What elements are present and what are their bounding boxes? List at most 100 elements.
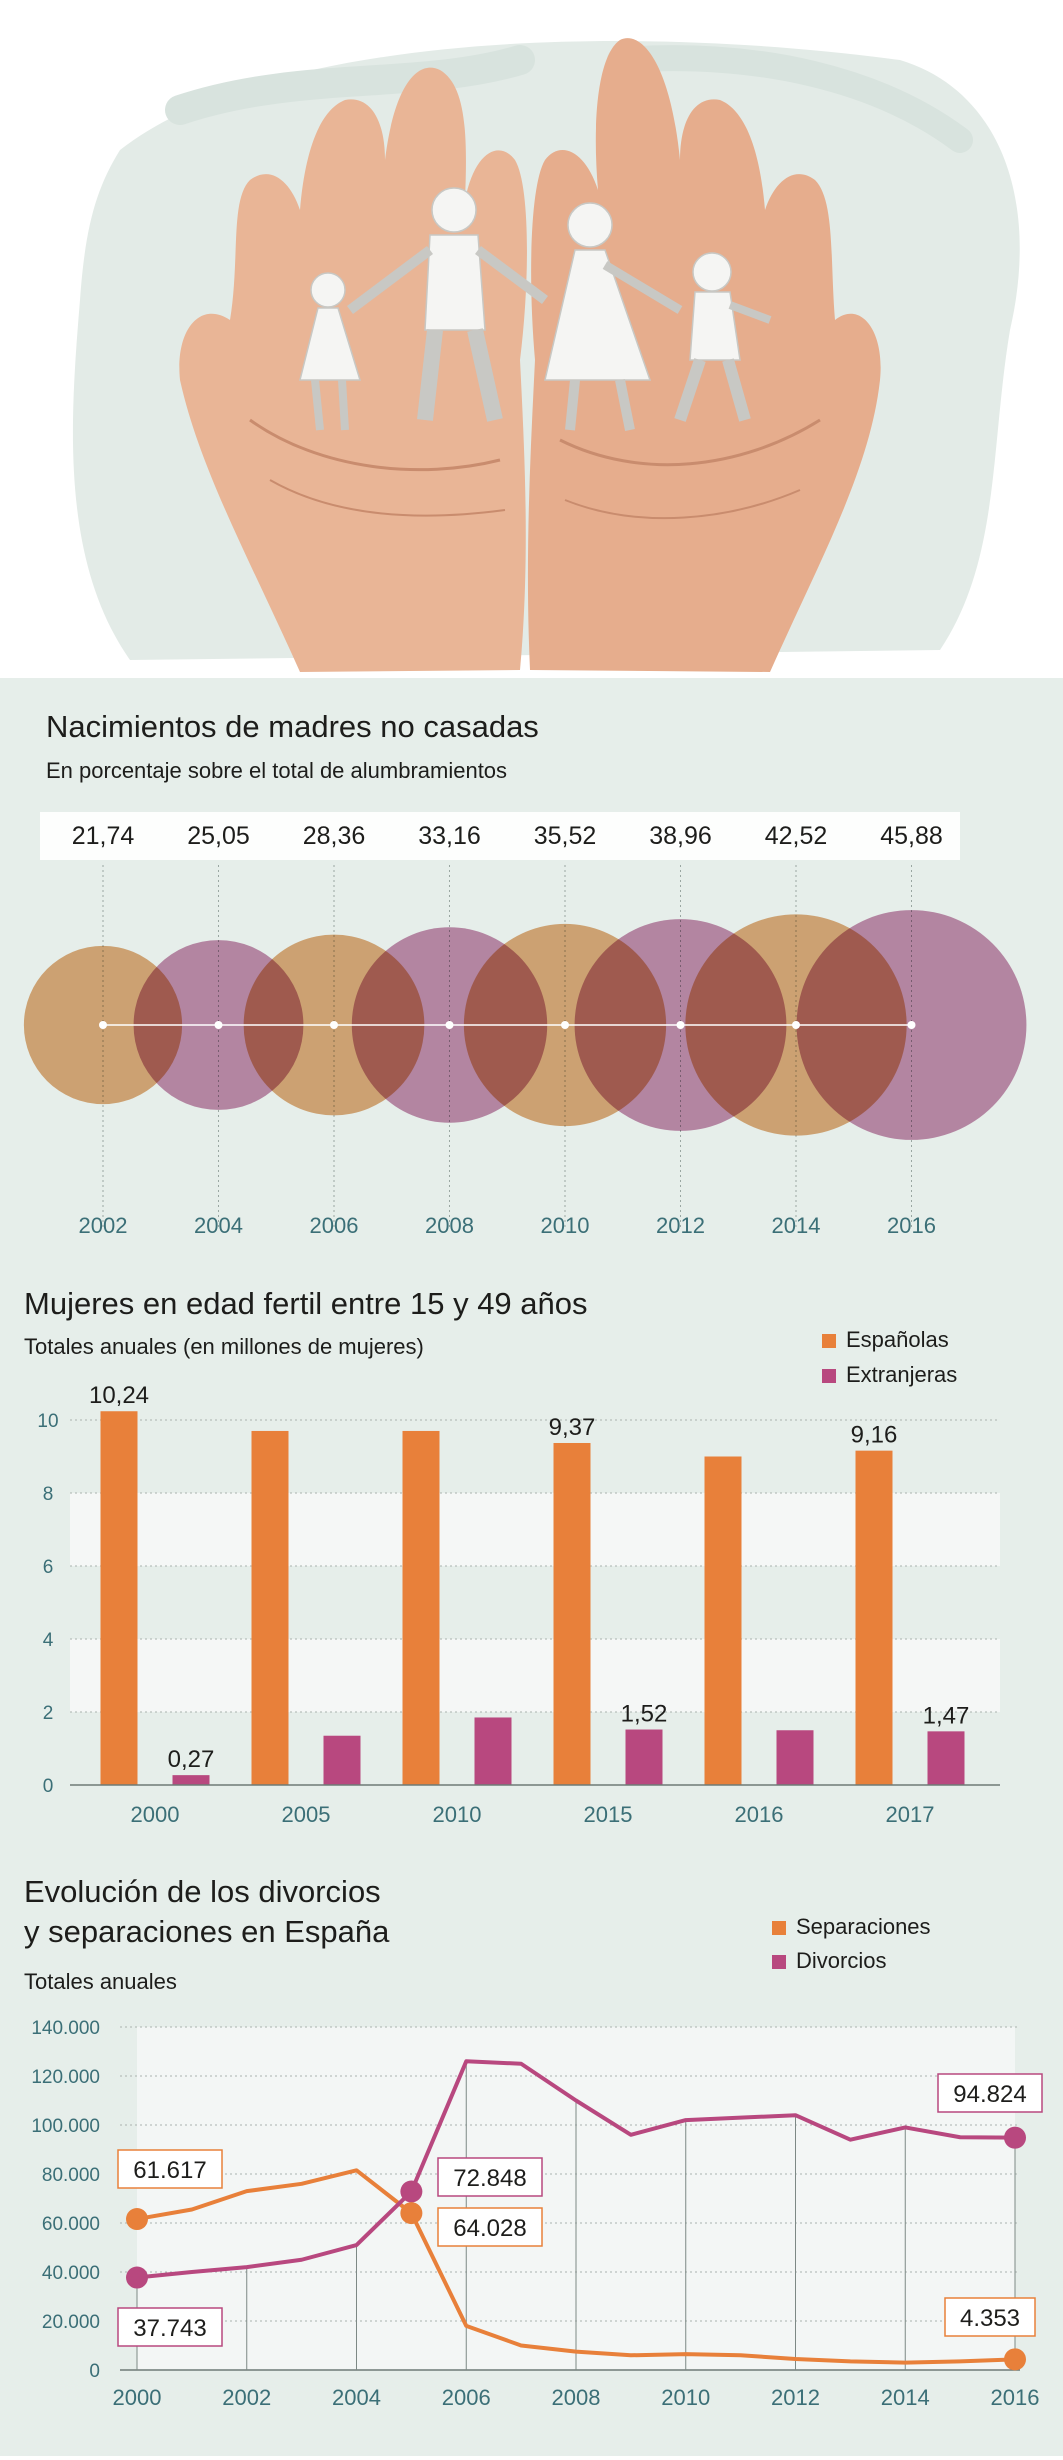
x-tick-2008: 2008 xyxy=(552,2385,601,2410)
year-label-2002: 2002 xyxy=(79,1213,128,1238)
y-tick-4: 4 xyxy=(43,1630,54,1651)
marker-separaciones-2016 xyxy=(1004,2348,1026,2371)
chart1-title: Nacimientos de madres no casadas xyxy=(46,709,539,744)
bar-label-extranjeras-2000: 0,27 xyxy=(168,1746,215,1773)
grid-band xyxy=(70,1639,1000,1712)
callout-label-divorcios-2000: 37.743 xyxy=(133,2315,206,2342)
y-tick-10: 10 xyxy=(37,1411,58,1432)
callout-box-divorcios-2005 xyxy=(437,2157,543,2197)
year-label-2004: 2004 xyxy=(194,1213,243,1238)
y-tick-6: 6 xyxy=(43,1557,54,1578)
legend-label-extranjeras: Extranjeras xyxy=(846,1362,957,1387)
legend-label-separaciones: Separaciones xyxy=(796,1914,931,1939)
y-tick-8: 8 xyxy=(43,1484,54,1505)
chart3-legend: Separaciones Divorcios xyxy=(772,1914,931,1973)
bar-label-extranjeras-2017: 1,47 xyxy=(923,1702,970,1729)
x-tick-2004: 2004 xyxy=(332,2385,381,2410)
paper-family-figures xyxy=(299,187,772,431)
grid-band xyxy=(70,1493,1000,1566)
y-tick-120.000: 120.000 xyxy=(31,2067,100,2088)
year-label-2016: 2016 xyxy=(887,1213,936,1238)
y-tick-40.000: 40.000 xyxy=(42,2263,100,2284)
x-tick-2016: 2016 xyxy=(991,2385,1040,2410)
x-tick-2002: 2002 xyxy=(222,2385,271,2410)
year-label-2010: 2010 xyxy=(541,1213,590,1238)
legend-label-divorcios: Divorcios xyxy=(796,1948,886,1973)
y-tick-140.000: 140.000 xyxy=(31,2018,100,2039)
year-label-2014: 2014 xyxy=(772,1213,821,1238)
chart2-subtitle: Totales anuales (en millones de mujeres) xyxy=(24,1334,424,1359)
chart3-subtitle: Totales anuales xyxy=(24,1969,177,1994)
bar-espanolas-2005 xyxy=(251,1430,289,1785)
line-separaciones xyxy=(136,2168,1016,2365)
callout-label-separaciones-2016: 4.353 xyxy=(960,2305,1020,2332)
births-unmarried-mothers-chart: Nacimientos de madres no casadas En porc… xyxy=(23,709,1027,1238)
chart2-legend: Españolas Extranjeras xyxy=(822,1327,957,1387)
legend-swatch-espanolas xyxy=(822,1334,836,1348)
fertile-women-bar-chart: Mujeres en edad fertil entre 15 y 49 año… xyxy=(24,1286,1000,1827)
value-label-2010: 35,52 xyxy=(534,822,597,850)
x-tick-2000: 2000 xyxy=(113,2385,162,2410)
marker-divorcios-2000 xyxy=(126,2266,148,2289)
x-tick-2010: 2010 xyxy=(433,1802,482,1827)
y-tick-0: 0 xyxy=(43,1776,54,1797)
bar-extranjeras-2015 xyxy=(625,1729,663,1785)
value-label-2002: 21,74 xyxy=(72,822,135,850)
x-tick-2017: 2017 xyxy=(886,1802,935,1827)
marker-separaciones-2005 xyxy=(400,2202,423,2225)
marker-divorcios-2005 xyxy=(400,2180,423,2203)
bar-espanolas-2000 xyxy=(100,1411,138,1785)
value-label-2016: 45,88 xyxy=(880,822,943,850)
legend-swatch-extranjeras xyxy=(822,1369,836,1383)
x-tick-2010: 2010 xyxy=(661,2385,710,2410)
family-in-hands-illustration xyxy=(72,38,1020,673)
callout-box-divorcios-2016 xyxy=(937,2073,1043,2113)
callout-label-separaciones-2000: 61.617 xyxy=(133,2157,206,2184)
bar-label-espanolas-2000: 10,24 xyxy=(89,1382,149,1409)
line-divorcios xyxy=(136,2059,1016,2280)
callout-box-separaciones-2016 xyxy=(944,2297,1036,2337)
y-tick-20.000: 20.000 xyxy=(42,2312,100,2333)
chart3-title-line1: Evolución de los divorcios xyxy=(24,1874,381,1909)
y-tick-60.000: 60.000 xyxy=(42,2214,100,2235)
value-label-2014: 42,52 xyxy=(765,822,828,850)
y-tick-0: 0 xyxy=(89,2361,100,2382)
callout-box-separaciones-2005 xyxy=(437,2207,543,2247)
year-label-2008: 2008 xyxy=(425,1213,474,1238)
bar-extranjeras-2017 xyxy=(927,1731,965,1785)
bar-extranjeras-2016 xyxy=(776,1730,814,1785)
bar-espanolas-2015 xyxy=(553,1442,591,1785)
bar-extranjeras-2005 xyxy=(323,1735,361,1785)
chart3-title-line2: y separaciones en España xyxy=(24,1914,390,1949)
value-label-2012: 38,96 xyxy=(649,822,712,850)
marker-separaciones-2000 xyxy=(126,2208,148,2231)
value-label-2006: 28,36 xyxy=(303,822,366,850)
x-tick-2015: 2015 xyxy=(584,1802,633,1827)
y-tick-100.000: 100.000 xyxy=(31,2116,100,2137)
x-tick-2014: 2014 xyxy=(881,2385,930,2410)
callout-box-divorcios-2000 xyxy=(117,2307,223,2347)
x-tick-2012: 2012 xyxy=(771,2385,820,2410)
legend-swatch-divorcios xyxy=(772,1955,786,1969)
y-tick-80.000: 80.000 xyxy=(42,2165,100,2186)
callout-label-divorcios-2016: 94.824 xyxy=(953,2081,1026,2108)
bar-espanolas-2017 xyxy=(855,1450,893,1785)
value-label-2004: 25,05 xyxy=(187,822,250,850)
bar-extranjeras-2000 xyxy=(172,1775,210,1785)
callout-box-separaciones-2000 xyxy=(117,2149,223,2189)
divorces-separations-line-chart: Evolución de los divorcios y separacione… xyxy=(24,1874,1043,2410)
value-label-band xyxy=(40,812,960,860)
year-label-2012: 2012 xyxy=(656,1213,705,1238)
value-label-2008: 33,16 xyxy=(418,822,481,850)
bar-espanolas-2016 xyxy=(704,1456,742,1785)
x-tick-2005: 2005 xyxy=(282,1802,331,1827)
marker-divorcios-2016 xyxy=(1004,2126,1026,2149)
bar-label-extranjeras-2015: 1,52 xyxy=(621,1701,668,1728)
bar-label-espanolas-2015: 9,37 xyxy=(549,1414,596,1441)
chart2-title: Mujeres en edad fertil entre 15 y 49 año… xyxy=(24,1286,588,1321)
bar-label-espanolas-2017: 9,16 xyxy=(851,1422,898,1449)
y-tick-2: 2 xyxy=(43,1703,54,1724)
bar-extranjeras-2010 xyxy=(474,1717,512,1785)
chart1-subtitle: En porcentaje sobre el total de alumbram… xyxy=(46,758,507,783)
